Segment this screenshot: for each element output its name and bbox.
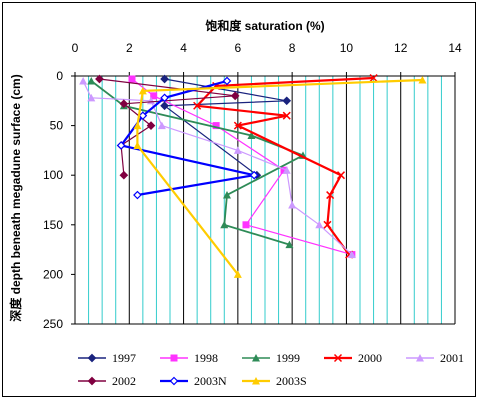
data-point (418, 75, 427, 84)
legend-marker (333, 353, 343, 363)
legend-label: 2001 (440, 351, 464, 365)
data-point (285, 240, 294, 249)
legend-label: 2003N (194, 374, 227, 388)
data-point (282, 96, 292, 106)
data-point (119, 99, 129, 109)
legend-marker (87, 353, 97, 363)
data-point (128, 75, 136, 83)
y-tick-label: 200 (43, 267, 63, 281)
data-point (119, 170, 129, 180)
data-point (347, 250, 356, 259)
series-lines (79, 73, 427, 278)
x-tick-label: 14 (448, 41, 462, 55)
data-point (323, 220, 332, 229)
legend-label: 1998 (194, 351, 218, 365)
data-point (247, 131, 256, 140)
y-tick-labels: 0 50 100 150 200 250 (43, 69, 75, 331)
data-point (336, 171, 346, 180)
data-point (138, 111, 148, 121)
data-point (223, 191, 231, 199)
data-point (146, 121, 156, 130)
x-tick-label: 0 (72, 41, 79, 55)
legend-item-2003N: 2003N (160, 374, 227, 388)
y-tick-label: 100 (43, 168, 63, 182)
x-tick-label: 6 (235, 41, 242, 55)
x-tick-label: 2 (126, 41, 133, 55)
legend-label: 2002 (112, 374, 136, 388)
data-point (288, 200, 297, 209)
data-point (133, 121, 142, 130)
legend-marker (252, 377, 260, 385)
legend-marker (87, 376, 97, 386)
y-tick-label: 250 (43, 317, 63, 331)
data-point (116, 141, 126, 150)
axes (74, 75, 456, 325)
legend-label: 1999 (276, 351, 300, 365)
data-point (280, 166, 288, 174)
series-2003S (133, 75, 427, 278)
data-point (87, 76, 96, 85)
legend-item-1998: 1998 (160, 351, 218, 365)
data-point (150, 92, 158, 100)
legend-label: 2003S (276, 374, 307, 388)
data-point (160, 93, 169, 103)
legend-item-2002: 2002 (78, 374, 136, 388)
data-point (160, 74, 169, 84)
data-point (233, 121, 242, 130)
y-axis-title: 深度 depth beneath megadune surface (cm) (8, 74, 23, 321)
legend-label: 1997 (112, 351, 136, 365)
legend-item-2003S: 2003S (242, 374, 307, 388)
data-point (222, 76, 232, 86)
series-line (119, 79, 255, 197)
data-point (212, 122, 220, 130)
data-point (315, 220, 324, 229)
series-1997 (160, 74, 292, 180)
data-point (230, 91, 240, 101)
data-point (282, 111, 291, 120)
x-tick-label: 8 (289, 41, 296, 55)
data-point (233, 270, 242, 278)
data-point (138, 86, 147, 95)
x-tick-label: 10 (340, 41, 354, 55)
data-point (87, 93, 96, 102)
legend-marker (252, 354, 260, 362)
series-2001 (79, 76, 356, 259)
data-point (233, 146, 242, 154)
legend-marker (170, 354, 178, 362)
x-tick-labels: 0 2 4 6 8 10 12 14 (72, 41, 462, 76)
legend-label: 2000 (358, 351, 382, 365)
series-line (131, 78, 353, 256)
x-tick-label: 12 (394, 41, 408, 55)
data-point (282, 166, 291, 174)
y-tick-label: 0 (56, 69, 63, 83)
data-point (326, 191, 335, 200)
data-point (79, 76, 88, 85)
data-point (95, 74, 104, 84)
legend-item-1999: 1999 (242, 351, 300, 365)
data-point (369, 73, 378, 83)
data-point (242, 221, 250, 229)
data-point (160, 101, 169, 111)
legend-item-2001: 2001 (406, 351, 464, 365)
data-point (220, 220, 229, 229)
legend-marker (169, 376, 179, 386)
y-tick-label: 50 (50, 119, 64, 133)
data-point (249, 170, 259, 180)
legend-marker (416, 354, 424, 362)
legend-item-1997: 1997 (78, 351, 136, 365)
legend: 1997 1998 1999 2000 2001 2002 2003N 2003S (78, 351, 464, 388)
x-tick-label: 4 (180, 41, 187, 55)
series-line (99, 78, 236, 176)
y-tick-label: 150 (43, 218, 63, 232)
data-point (133, 141, 142, 149)
data-point (133, 190, 142, 200)
series-2003N (116, 76, 259, 200)
x-axis-title: 饱和度 saturation (%) (205, 18, 324, 33)
data-point (157, 121, 166, 130)
series-line (162, 78, 287, 176)
legend-item-2000: 2000 (324, 351, 382, 365)
data-point (193, 101, 202, 110)
